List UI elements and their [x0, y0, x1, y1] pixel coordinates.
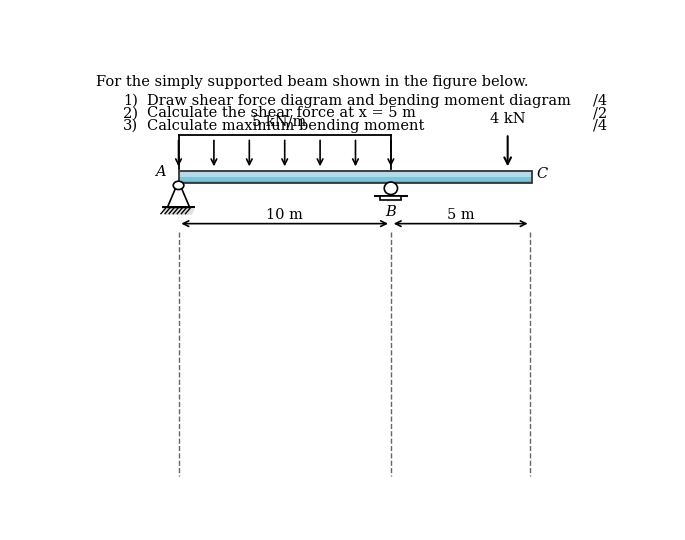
Text: A: A — [155, 165, 165, 179]
Text: 5 m: 5 m — [447, 208, 475, 222]
Polygon shape — [162, 207, 195, 215]
Text: 2): 2) — [123, 106, 138, 120]
Text: 3): 3) — [123, 119, 138, 133]
Text: For the simply supported beam shown in the figure below.: For the simply supported beam shown in t… — [96, 75, 529, 89]
Bar — [380, 196, 401, 200]
Text: /2: /2 — [593, 106, 607, 120]
Bar — [179, 181, 532, 183]
Text: 5 kN/m: 5 kN/m — [252, 114, 306, 128]
Text: 10 m: 10 m — [266, 208, 303, 222]
Bar — [179, 171, 532, 183]
Circle shape — [173, 181, 184, 190]
Polygon shape — [167, 181, 190, 207]
Ellipse shape — [384, 182, 397, 194]
Text: /4: /4 — [593, 94, 607, 108]
Text: B: B — [386, 205, 396, 219]
Text: Calculate the shear force at x = 5 m: Calculate the shear force at x = 5 m — [147, 106, 416, 120]
Text: Calculate maximum bending moment: Calculate maximum bending moment — [147, 119, 424, 133]
Bar — [179, 177, 532, 183]
Text: 1): 1) — [123, 94, 138, 108]
Text: /4: /4 — [593, 119, 607, 133]
Text: Draw shear force diagram and bending moment diagram: Draw shear force diagram and bending mom… — [147, 94, 571, 108]
Text: 4 kN: 4 kN — [490, 112, 525, 126]
Text: C: C — [537, 167, 548, 181]
Bar — [179, 171, 532, 183]
